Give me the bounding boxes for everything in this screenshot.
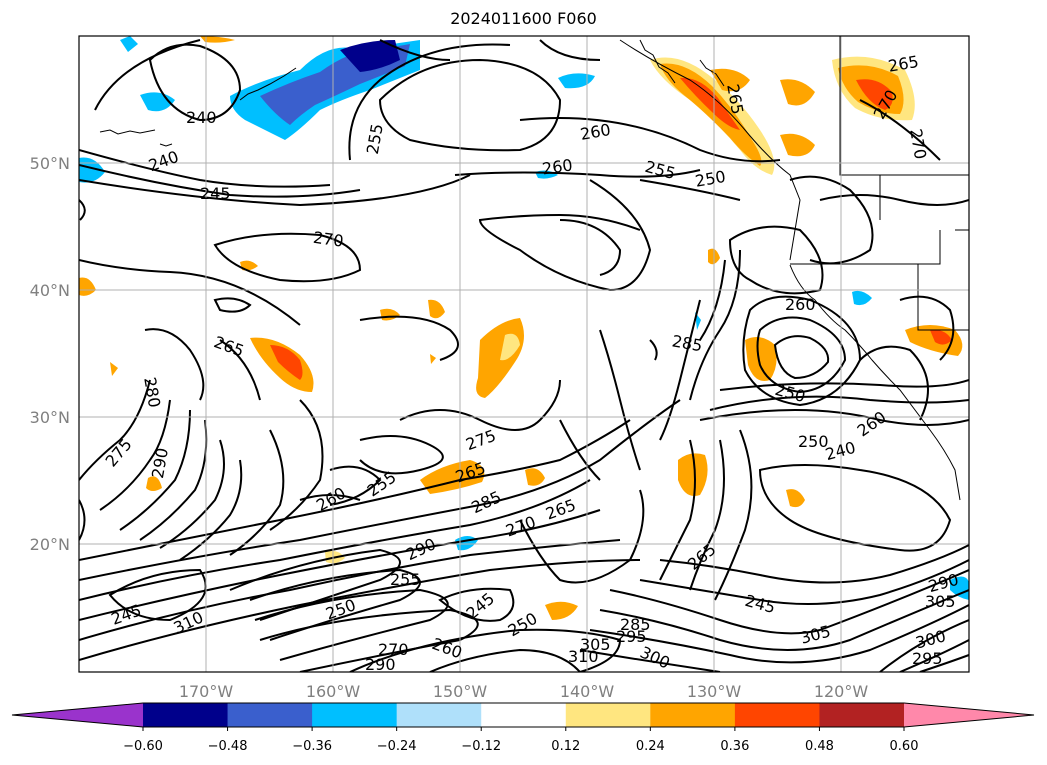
contour-label-260c: 260 (785, 295, 816, 314)
positive-shading (79, 36, 963, 620)
contour-label-250c: 250 (798, 432, 829, 451)
latitude-labels: 50°N 40°N 30°N 20°N (30, 154, 70, 554)
contour-label-260b: 260 (541, 155, 574, 178)
colorbar-tick-label: −0.48 (208, 739, 248, 754)
lon-label-150w: 150°W (433, 682, 488, 701)
colorbar-tick-label: 0.12 (551, 739, 580, 754)
colorbar-segment (734, 703, 820, 727)
lon-label-140w: 140°W (560, 682, 615, 701)
colorbar-segment (565, 703, 651, 727)
lon-label-130w: 130°W (687, 682, 742, 701)
contour-label-270e: 270 (378, 640, 409, 659)
lon-label-120w: 120°W (814, 682, 869, 701)
colorbar-tick-label: 0.60 (890, 739, 919, 754)
contour-label-295a: 295 (616, 627, 647, 646)
colorbar-tick-label: −0.12 (461, 739, 501, 754)
contour-label-295b: 295 (912, 649, 943, 668)
colorbar: −0.60 −0.48 −0.36 −0.24 −0.12 0.12 0.24 0.36 0.4… (11, 702, 1035, 754)
contour-label-245a: 245 (200, 184, 231, 203)
colorbar-tick-label: −0.24 (377, 739, 417, 754)
colorbar-extend-high (904, 703, 1034, 727)
lat-label-40n: 40°N (30, 281, 70, 300)
colorbar-extend-low (12, 703, 143, 727)
colorbar-segment (227, 703, 313, 727)
map-background (79, 36, 969, 672)
colorbar-tick-label: 0.36 (720, 739, 749, 754)
colorbar-tick-label: 0.24 (636, 739, 665, 754)
colorbar-tick-label: −0.60 (123, 739, 163, 754)
contour-label-255d: 255 (390, 570, 421, 589)
colorbar-segment (312, 703, 398, 727)
colorbar-segment (143, 703, 229, 727)
contour-label-305a: 305 (580, 635, 611, 654)
contour-label-270c: 270 (312, 228, 345, 251)
contour-label-310a: 310 (568, 647, 599, 666)
graticule (79, 36, 969, 672)
contour-label-285c: 285 (620, 615, 651, 634)
contour-lines (79, 39, 969, 672)
colorbar-segment (650, 703, 736, 727)
map-frame (78, 35, 970, 673)
colorbar-segment (396, 703, 482, 727)
colorbar-segment (481, 703, 567, 727)
colorbar-segment (819, 703, 905, 727)
lat-label-50n: 50°N (30, 154, 70, 173)
colorbar-tick-label: 0.48 (805, 739, 834, 754)
lat-label-20n: 20°N (30, 535, 70, 554)
lon-label-160w: 160°W (306, 682, 361, 701)
map-layers: 240 240 245 255 260 260 255 250 265 265 … (79, 36, 969, 674)
coastlines (99, 36, 969, 501)
contour-label-305c: 305 (925, 592, 956, 611)
lat-label-30n: 30°N (30, 408, 70, 427)
lon-label-170w: 170°W (179, 682, 234, 701)
map-title: 2024011600 F060 (450, 9, 597, 28)
colorbar-tick-label: −0.36 (292, 739, 332, 754)
contour-label-290c: 290 (365, 655, 396, 674)
contour-label-240a: 240 (186, 108, 217, 127)
longitude-labels: 170°W 160°W 150°W 140°W 130°W 120°W (179, 682, 869, 701)
